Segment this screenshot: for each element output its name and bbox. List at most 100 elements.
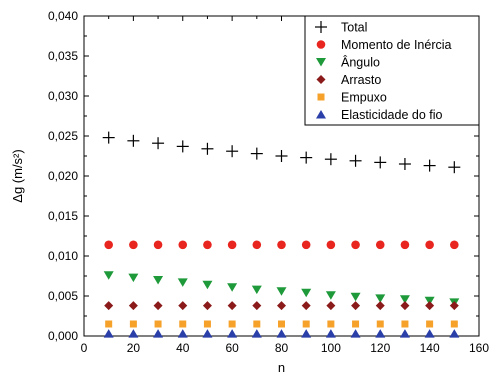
- data-point: [399, 295, 410, 304]
- legend-marker: [316, 75, 326, 84]
- data-point: [176, 140, 189, 153]
- data-point: [251, 285, 262, 295]
- data-point: [301, 329, 312, 338]
- data-point: [252, 301, 262, 311]
- data-point: [324, 153, 337, 166]
- data-point: [398, 158, 411, 170]
- data-point: [425, 240, 434, 250]
- data-point: [277, 301, 286, 311]
- legend-item: Total: [315, 21, 367, 35]
- data-point: [128, 301, 138, 311]
- data-point: [177, 278, 188, 287]
- data-point: [276, 329, 287, 338]
- data-point: [252, 240, 262, 250]
- data-point: [203, 240, 212, 250]
- data-point: [127, 134, 140, 147]
- data-point: [375, 329, 386, 338]
- legend-item: Elasticidade do fio: [316, 108, 443, 122]
- data-point: [203, 320, 211, 328]
- data-point: [103, 271, 114, 280]
- x-tick-label: 60: [225, 341, 239, 355]
- data-point: [424, 329, 435, 338]
- data-point: [202, 280, 213, 290]
- data-point: [375, 240, 385, 250]
- data-point: [227, 301, 237, 311]
- legend: Total Momento de Inércia Ângulo Arrasto Empu…: [304, 15, 480, 126]
- data-point: [449, 329, 460, 338]
- data-point: [202, 301, 212, 311]
- data-point: [350, 329, 361, 338]
- data-point: [450, 320, 458, 328]
- data-point: [278, 320, 285, 328]
- legend-label: Momento de Inércia: [341, 38, 452, 52]
- data-point: [375, 301, 385, 311]
- legend-item: Arrasto: [316, 73, 381, 87]
- data-point: [350, 292, 361, 302]
- data-point: [152, 137, 165, 150]
- legend-item: Empuxo: [317, 91, 387, 105]
- data-point: [277, 240, 286, 250]
- data-point: [104, 301, 114, 311]
- data-point: [375, 294, 386, 303]
- data-point: [276, 287, 287, 296]
- data-point: [201, 142, 214, 155]
- series-empuxo: [105, 320, 458, 328]
- data-point: [425, 301, 435, 311]
- legend-label: Ângulo: [341, 55, 380, 70]
- y-tick-label: 0,025: [48, 129, 78, 143]
- data-point: [178, 301, 188, 311]
- data-point: [325, 291, 336, 300]
- y-tick-label: 0,015: [48, 209, 78, 223]
- y-axis-ticks: 0,000 0,005 0,010 0,015 0,020 0,025 0,030 0,035…: [48, 9, 479, 343]
- data-point: [376, 320, 384, 328]
- x-tick-label: 80: [275, 341, 289, 355]
- data-point: [326, 240, 336, 250]
- data-point: [275, 150, 288, 162]
- data-point: [153, 329, 164, 338]
- data-point: [228, 320, 236, 328]
- data-point: [153, 240, 163, 250]
- y-tick-label: 0,010: [48, 249, 78, 263]
- data-point: [129, 240, 138, 250]
- data-point: [153, 276, 164, 285]
- data-point: [352, 320, 360, 328]
- data-point: [250, 147, 263, 160]
- data-point: [227, 283, 238, 292]
- x-tick-label: 40: [176, 341, 190, 355]
- legend-label: Arrasto: [341, 73, 381, 87]
- y-axis-label: Δg (m/s²): [10, 149, 25, 202]
- data-point: [424, 296, 435, 306]
- data-point: [326, 301, 336, 311]
- series-total: [102, 131, 461, 174]
- data-point: [227, 329, 238, 338]
- legend-label: Elasticidade do fio: [341, 108, 443, 122]
- data-point: [426, 320, 434, 328]
- y-tick-label: 0,030: [48, 89, 78, 103]
- data-point: [178, 240, 188, 250]
- data-point: [102, 131, 115, 144]
- data-point: [128, 329, 139, 338]
- data-point: [351, 301, 361, 311]
- x-tick-label: 160: [469, 341, 489, 355]
- data-point: [105, 320, 113, 328]
- data-point: [301, 288, 312, 298]
- data-point: [349, 154, 362, 167]
- x-tick-label: 100: [321, 341, 341, 355]
- legend-label: Empuxo: [341, 91, 387, 105]
- data-point: [325, 329, 336, 338]
- data-point: [450, 240, 459, 250]
- legend-box: [304, 15, 480, 126]
- data-point: [253, 320, 261, 328]
- data-point: [153, 301, 163, 311]
- data-point: [327, 320, 335, 328]
- y-tick-label: 0,000: [48, 329, 78, 343]
- y-tick-label: 0,005: [48, 289, 78, 303]
- legend-item: Ângulo: [316, 55, 380, 70]
- data-point: [301, 301, 311, 311]
- data-point: [300, 151, 313, 164]
- data-point: [400, 301, 410, 311]
- x-tick-label: 0: [81, 341, 88, 355]
- x-tick-label: 20: [127, 341, 141, 355]
- data-point: [400, 240, 410, 250]
